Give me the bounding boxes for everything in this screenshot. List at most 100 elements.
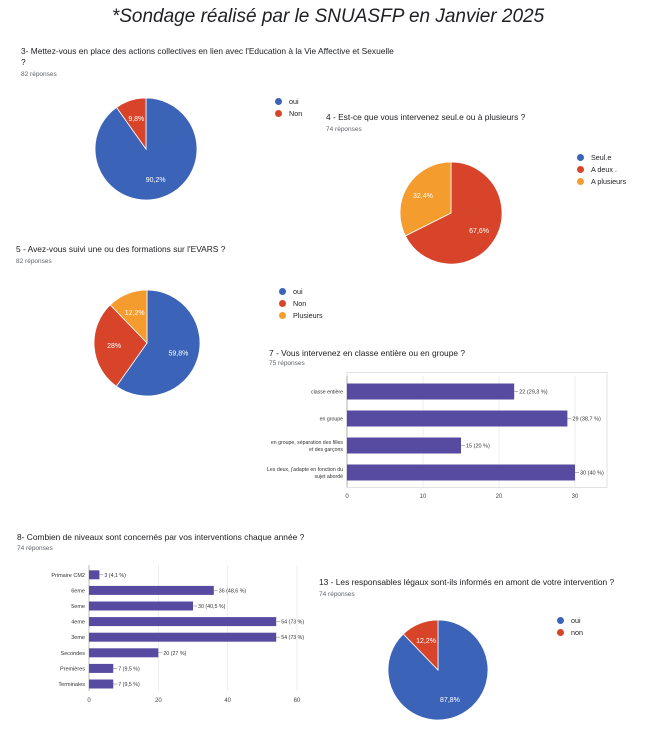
- q7-bar-2: [347, 437, 461, 454]
- q8-value-label-2: 30 (40,5 %): [198, 604, 226, 610]
- q8-category-label-0-0: Primaire CM2: [51, 573, 85, 579]
- q8-category-label-7-0: Terminales: [58, 682, 85, 688]
- q8-value-label-1: 36 (48,6 %): [219, 588, 247, 594]
- q5-slice-label-1: 28%: [107, 343, 121, 350]
- q8-category-label-1-0: 6eme: [71, 588, 85, 594]
- q7-category-label-2-0: en groupe, séparation des filles: [271, 440, 344, 446]
- q4-legend-label-2: A plusieurs: [591, 176, 627, 186]
- q8-category-label-6-0: Premières: [60, 666, 85, 672]
- q13-legend: oui non: [557, 614, 583, 638]
- q7-xtick-3: 30: [572, 494, 579, 500]
- q8-value-label-3: 54 (73 %): [281, 620, 304, 626]
- q7-question: 7 - Vous intervenez en classe entière ou…: [269, 348, 466, 358]
- q5-legend-item-2: Plusieurs: [279, 309, 323, 321]
- q8-value-label-7: 7 (9,5 %): [118, 682, 140, 688]
- q4-slice-label-2: 32,4%: [413, 193, 433, 200]
- q8-bar-4: [89, 632, 277, 642]
- q3-slice-label-0: 90,2%: [146, 177, 166, 184]
- q5-legend-swatch-2: [279, 311, 286, 319]
- q8-bar-0: [89, 570, 100, 580]
- q3-legend: oui Non: [275, 95, 302, 119]
- q13-slice-1: [402, 619, 439, 671]
- q8-category-label-5-0: Secondes: [61, 651, 86, 657]
- q3-response-count: 82 réponses: [21, 71, 57, 78]
- q13-legend-swatch-1: [557, 628, 564, 636]
- q7-bar-1: [347, 410, 568, 427]
- q5-pie-chart: 59,8% 28% 12,2%: [93, 289, 201, 397]
- q7-category-label-3-0: Les deux, j'adapte en fonction du: [267, 467, 343, 473]
- q4-legend-item-2: A plusieurs: [577, 175, 626, 187]
- q3-question-line1: 3- Mettez-vous en place des actions coll…: [21, 46, 394, 56]
- q8-xtick-1: 20: [155, 698, 162, 704]
- q5-legend-swatch-0: [279, 287, 286, 295]
- q8-value-label-5: 20 (27 %): [163, 651, 186, 657]
- q8-category-label-2-0: 5eme: [71, 604, 85, 610]
- q7-xtick-2: 20: [496, 494, 503, 500]
- q5-slice-label-2: 12,2%: [125, 310, 145, 317]
- q8-bar-5: [89, 648, 159, 658]
- q8-response-count: 74 réponses: [17, 545, 53, 552]
- q13-slice-label-0: 87,8%: [440, 697, 460, 704]
- q8-xtick-2: 40: [224, 698, 231, 704]
- q7-value-label-0: 22 (29,3 %): [519, 390, 548, 396]
- q7-value-label-3: 30 (40 %): [580, 471, 604, 477]
- q3-slice-1: [115, 97, 147, 151]
- q7-category-label-1-0: en groupe: [320, 417, 343, 423]
- q4-response-count: 74 réponses: [326, 126, 362, 133]
- q5-legend-item-0: oui: [279, 285, 323, 297]
- q5-response-count: 82 réponses: [16, 258, 52, 265]
- q5-legend-label-2: Plusieurs: [293, 310, 323, 320]
- q8-xtick-3: 60: [294, 698, 301, 704]
- q4-legend-swatch-0: [577, 153, 584, 161]
- q4-slice-2: [399, 161, 452, 237]
- q4-legend-swatch-2: [577, 177, 584, 185]
- q3-legend-swatch-1: [275, 109, 282, 117]
- q4-legend-swatch-1: [577, 165, 584, 173]
- q7-bar-0: [347, 383, 515, 400]
- q4-legend-item-0: Seul.e: [577, 151, 626, 163]
- q13-question: 13 - Les responsables légaux sont-ils in…: [319, 577, 615, 587]
- q5-question: 5 - Avez-vous suivi une ou des formation…: [16, 244, 226, 254]
- q13-legend-item-0: oui: [557, 614, 583, 626]
- q13-legend-item-1: non: [557, 626, 583, 638]
- q7-xtick-0: 0: [345, 494, 349, 500]
- q5-slice-0: [115, 289, 201, 397]
- q7-category-label-0-0: classe entière: [311, 390, 343, 396]
- page-title: *Sondage réalisé par le SNUASFP en Janvi…: [111, 6, 545, 27]
- q7-xtick-1: 10: [420, 494, 427, 500]
- q8-question: 8- Combien de niveaux sont concernés par…: [17, 532, 305, 542]
- q5-slice-2: [109, 289, 148, 344]
- q4-pie-chart: 67,6% 32,4%: [399, 161, 503, 265]
- q7-bar-3: [347, 464, 575, 481]
- q3-legend-label-1: Non: [289, 108, 303, 118]
- q3-slice-label-1: 9,8%: [128, 116, 144, 123]
- q8-category-label-4-0: 3eme: [71, 635, 85, 641]
- q4-legend: Seul.e A deux . A plusieurs: [577, 151, 626, 187]
- q5-legend-swatch-1: [279, 299, 286, 307]
- q5-legend-label-0: oui: [293, 286, 303, 296]
- q4-legend-label-0: Seul.e: [591, 152, 612, 162]
- q3-legend-label-0: oui: [289, 96, 299, 106]
- q4-legend-item-1: A deux .: [577, 163, 626, 175]
- q13-legend-label-0: oui: [571, 615, 581, 625]
- q3-legend-swatch-0: [275, 97, 282, 105]
- q3-legend-item-0: oui: [275, 95, 302, 107]
- q13-legend-swatch-0: [557, 616, 564, 624]
- q8-bar-3: [89, 617, 277, 627]
- q8-xtick-0: 0: [87, 698, 91, 704]
- q5-slice-label-0: 59,8%: [169, 351, 189, 358]
- q8-value-label-4: 54 (73 %): [281, 635, 304, 641]
- q3-question-line2: ?: [21, 57, 26, 67]
- q7-value-label-2: 15 (20 %): [466, 444, 490, 450]
- q8-bar-7: [89, 679, 114, 689]
- q13-slice-label-1: 12,2%: [416, 638, 436, 645]
- q8-bar-6: [89, 663, 114, 673]
- q4-slice-1: [404, 161, 503, 265]
- q7-bar-chart: 0 10 20 30 classe entière 22 (29,3 %) en group…: [267, 372, 608, 500]
- q4-slice-label-1: 67,6%: [469, 228, 489, 235]
- q5-legend-item-1: Non: [279, 297, 323, 309]
- q4-question: 4 - Est-ce que vous intervenez seul.e ou…: [326, 112, 526, 122]
- q7-value-label-1: 29 (38,7 %): [572, 417, 601, 423]
- q13-response-count: 74 réponses: [319, 591, 355, 598]
- q5-legend-label-1: Non: [293, 298, 307, 308]
